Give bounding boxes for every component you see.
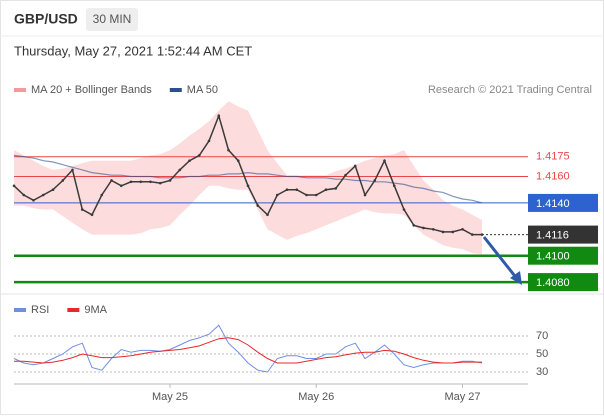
price-point <box>470 233 474 236</box>
price-point <box>451 230 455 234</box>
price-point <box>100 193 104 197</box>
symbol: GBP/USD <box>14 11 78 27</box>
legend-swatch <box>14 88 26 92</box>
price-point <box>12 184 16 188</box>
price-point <box>207 139 211 143</box>
price-point <box>178 168 182 172</box>
price-point <box>441 230 445 234</box>
interval: 30 MIN <box>93 12 132 26</box>
price-point <box>41 193 45 197</box>
x-tick-label: May 27 <box>444 391 480 403</box>
price-point <box>90 213 94 217</box>
level-label: 1.4116 <box>536 229 569 241</box>
price-point <box>217 114 221 118</box>
level-label: 1.4080 <box>536 277 570 289</box>
price-point <box>139 180 143 184</box>
price-point <box>32 198 35 202</box>
price-point <box>168 179 172 182</box>
price-point <box>110 179 113 182</box>
legend-label: MA 20 + Bollinger Bands <box>31 84 152 96</box>
credit: Research © 2021 Trading Central <box>428 84 592 96</box>
price-point <box>80 208 84 211</box>
price-point <box>51 188 55 192</box>
interval-badge <box>86 8 138 31</box>
arrow-head <box>510 271 522 285</box>
y-tick-label: 50 <box>536 348 548 360</box>
price-point <box>314 193 318 197</box>
price-point <box>71 168 74 172</box>
price-point <box>149 180 152 184</box>
price-point <box>246 184 250 188</box>
legend-swatch <box>169 88 182 92</box>
price-point <box>197 154 201 157</box>
price-point <box>256 204 260 207</box>
legend-swatch <box>67 308 80 312</box>
price-point <box>295 188 299 192</box>
price-point <box>119 184 123 188</box>
price-point <box>363 193 367 197</box>
level-box <box>528 225 598 244</box>
price-point <box>402 208 406 211</box>
level-label: 1.4100 <box>536 251 570 263</box>
price-point <box>22 193 26 197</box>
y-tick-label: 30 <box>536 366 548 378</box>
price-point <box>61 179 65 182</box>
level-box <box>528 246 598 265</box>
legend-label: MA 50 <box>187 84 218 96</box>
price-point <box>431 228 435 231</box>
level-box <box>528 273 598 292</box>
price-point <box>344 173 347 177</box>
price-point <box>236 159 240 162</box>
level-label: 1.4175 <box>536 151 570 163</box>
price-point <box>324 188 328 192</box>
price-point <box>129 180 133 184</box>
price-point <box>158 181 162 185</box>
timestamp: Thursday, May 27, 2021 1:52:44 AM CET <box>14 43 252 58</box>
x-tick-label: May 26 <box>298 391 334 403</box>
price-point <box>334 187 338 190</box>
x-tick-label: May 25 <box>152 391 188 403</box>
legend-label: RSI <box>31 304 49 316</box>
price-point <box>422 226 425 230</box>
y-tick-label: 70 <box>536 330 548 342</box>
price-point <box>285 188 289 192</box>
price-point <box>353 164 357 168</box>
ma50-line <box>13 154 483 204</box>
price-point <box>461 228 464 231</box>
legend-swatch <box>14 308 26 312</box>
price-point <box>188 159 191 162</box>
price-point <box>480 233 484 236</box>
rsi-line <box>13 324 483 373</box>
bollinger-band <box>14 101 482 255</box>
plot-layer: 1.4175 1.4160 1.4140 1.4116 1.4100 1.4080 MA 2… <box>12 84 598 403</box>
price-point <box>227 148 230 152</box>
level-box <box>528 193 598 212</box>
forecast-arrow <box>482 236 520 281</box>
price-point <box>373 179 377 182</box>
legend-label: 9MA <box>84 304 107 316</box>
rsi-line <box>14 337 482 364</box>
price-point <box>266 213 269 217</box>
price-point <box>275 193 279 197</box>
level-label: 1.4160 <box>536 170 570 182</box>
level-label: 1.4140 <box>536 198 570 210</box>
price-point <box>383 159 386 162</box>
price-point <box>412 224 416 227</box>
price-point <box>305 193 308 197</box>
price-point <box>392 184 396 188</box>
